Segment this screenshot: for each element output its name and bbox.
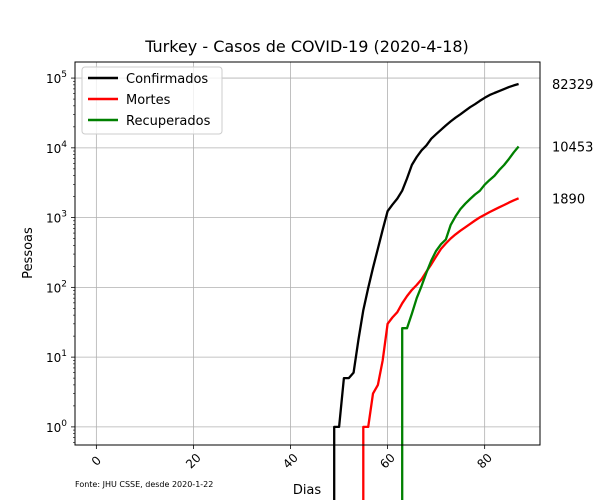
x-tick-label: 40 <box>280 451 301 472</box>
legend-label-recuperados: Recuperados <box>126 114 211 129</box>
y-tick-label: 100 <box>46 419 67 435</box>
legend: Confirmados Mortes Recuperados <box>81 66 223 135</box>
series-line-mortes <box>362 197 520 500</box>
series-line-confirmados <box>333 82 519 500</box>
x-tick-label: 20 <box>183 451 204 472</box>
end-label-mortes: 1890 <box>552 192 585 207</box>
x-axis: 0 20 40 60 80 <box>89 445 495 471</box>
y-axis-label: Pessoas <box>21 227 36 279</box>
legend-label-confirmados: Confirmados <box>126 72 208 87</box>
y-tick-label: 102 <box>46 279 67 295</box>
x-axis-label: Dias <box>293 483 322 498</box>
y-tick-label: 103 <box>46 210 67 226</box>
x-tick-label: 60 <box>377 451 398 472</box>
series-line-recuperados <box>401 145 520 500</box>
end-label-recuperados: 10453 <box>552 140 593 155</box>
y-axis: 100 101 102 103 104 105 <box>46 70 75 443</box>
chart-title: Turkey - Casos de COVID-19 (2020-4-18) <box>144 37 469 56</box>
x-tick-label: 80 <box>474 451 495 472</box>
y-tick-label: 101 <box>46 349 67 365</box>
legend-label-mortes: Mortes <box>126 93 171 108</box>
end-label-confirmados: 82329 <box>552 78 593 93</box>
end-labels: 82329 1890 10453 <box>552 78 593 207</box>
plot-frame <box>74 61 541 446</box>
source-note: Fonte: JHU CSSE, desde 2020-1-22 <box>75 480 213 489</box>
y-tick-label: 105 <box>46 70 67 86</box>
x-tick-label: 0 <box>89 453 104 468</box>
y-tick-label: 104 <box>46 140 67 156</box>
series-layer <box>333 82 520 500</box>
legend-box <box>81 66 223 135</box>
